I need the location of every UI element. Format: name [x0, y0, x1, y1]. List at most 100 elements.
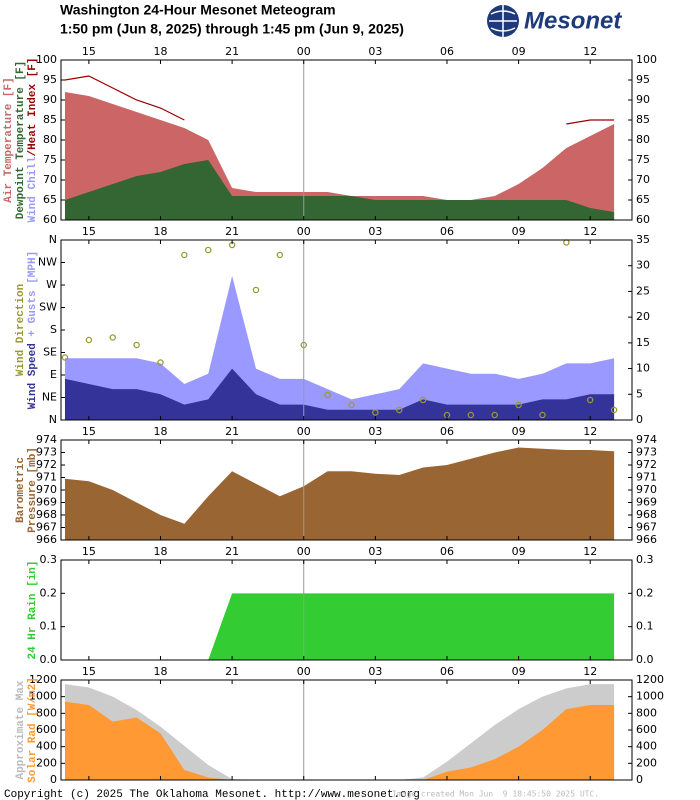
y-tick-label: 966 [36, 533, 57, 546]
y-axis-label-part: Wind Direction [15, 284, 27, 376]
y-axis-label: Wind Speed + Gusts [MPH] [27, 251, 39, 409]
direction-point [419, 396, 427, 404]
y-axis-label: Pressure [mb] [27, 447, 39, 533]
area-series [64, 276, 615, 420]
y-tick-label-right: 100 [636, 53, 657, 66]
x-tick-label: 09 [512, 665, 526, 678]
y-tick-label-right: 90 [636, 93, 650, 106]
y-tick-label: 65 [43, 193, 57, 206]
y-axis-label-part: Air Temperature [F] [3, 77, 15, 202]
x-tick-label: 00 [297, 45, 311, 58]
y-axis-label-part: Approximate Max [15, 680, 27, 779]
y-axis-label: Solar Rad [W/m2] [27, 677, 39, 783]
logo-lines [489, 5, 517, 37]
y-tick-label: NE [42, 391, 57, 404]
direction-point [157, 359, 164, 366]
y-tick-label-right: 966 [636, 533, 657, 546]
y-axis-label: 24 Hr Rain [in] [27, 560, 39, 659]
y2-tick-label: 25 [636, 284, 650, 297]
y-tick-label: 90 [43, 93, 57, 106]
y2-tick-label: 35 [636, 233, 650, 246]
area-series [64, 701, 615, 780]
x-tick-label: 12 [583, 225, 597, 238]
y-tick-label: 200 [36, 756, 57, 769]
y-tick-label: NW [38, 256, 57, 269]
direction-point [252, 286, 260, 294]
y-tick-label: 1200 [29, 673, 57, 686]
y-axis-label: Approximate Max [15, 680, 27, 779]
direction-point [610, 406, 618, 414]
y-tick-label: 70 [43, 173, 57, 186]
y-tick-label: 972 [36, 458, 57, 471]
y-tick-label: 60 [43, 213, 57, 226]
y-tick-label: N [49, 413, 57, 426]
y-tick-label-right: 967 [636, 521, 657, 534]
direction-point [372, 409, 379, 416]
direction-point [324, 391, 331, 399]
direction-point [276, 251, 284, 259]
x-tick-label: 06 [440, 225, 454, 238]
x-tick-label: 06 [440, 665, 454, 678]
x-tick-label: 06 [440, 425, 454, 438]
y-axis-label: Dewpoint Temperature [F] [15, 61, 27, 219]
x-tick-label: 03 [368, 225, 382, 238]
y-tick-label: S [50, 323, 57, 336]
y-tick-label-right: 972 [636, 458, 657, 471]
y-tick-label-right: 971 [636, 471, 657, 484]
y-axis-label-part: Wind Chill [27, 156, 39, 222]
area-series [64, 593, 615, 660]
y-tick-label: 971 [36, 471, 57, 484]
direction-point [491, 411, 498, 419]
x-tick-label: 21 [225, 665, 239, 678]
y-axis-label: Wind Chill/Heat Index [F] [27, 57, 39, 222]
logo-text: Mesonet [524, 7, 622, 34]
y-axis-label-part: Pressure [mb] [27, 447, 39, 533]
plot-border [60, 559, 633, 661]
x-tick-label: 03 [368, 45, 382, 58]
y-tick-label: 80 [43, 133, 57, 146]
x-tick-label: 18 [153, 45, 167, 58]
timestamp: Image created Mon Jun 9 18:45:50 2025 UT… [392, 790, 599, 799]
y-tick-label-right: 0.3 [636, 553, 654, 566]
y-tick-label-right: 75 [636, 153, 650, 166]
y-tick-label: 967 [36, 521, 57, 534]
x-tick-label: 15 [82, 45, 96, 58]
y-tick-label-right: 800 [636, 706, 657, 719]
x-tick-label: 15 [82, 425, 96, 438]
direction-point [85, 336, 93, 344]
y-tick-label: 400 [36, 740, 57, 753]
y-tick-label-right: 70 [636, 173, 650, 186]
y-tick-label: 974 [36, 433, 57, 446]
logo: Mesonet [487, 5, 622, 37]
y-tick-label: SE [43, 346, 57, 359]
y-axis-label-part: + Gusts [MPH] [27, 251, 39, 343]
x-tick-label: 15 [82, 665, 96, 678]
y-tick-label: E [50, 368, 57, 381]
direction-point [109, 334, 116, 341]
x-tick-label: 18 [153, 545, 167, 558]
x-tick-label: 09 [512, 545, 526, 558]
x-tick-label: 03 [368, 665, 382, 678]
y-tick-label-right: 974 [636, 433, 657, 446]
y-axis-label: Wind Direction [15, 284, 27, 376]
y-tick-label: 800 [36, 706, 57, 719]
y-axis-label-part: Wind Speed [27, 343, 39, 409]
y-axis-label-part: Dewpoint Temperature [F] [15, 61, 27, 219]
title: Washington 24-Hour Mesonet Meteogram [60, 2, 336, 18]
y-tick-label-right: 200 [636, 756, 657, 769]
direction-point [204, 246, 212, 254]
x-tick-label: 12 [583, 45, 597, 58]
x-tick-label: 03 [368, 425, 382, 438]
y-tick-label-right: 600 [636, 723, 657, 736]
y-tick-label: 95 [43, 73, 57, 86]
y2-tick-label: 15 [636, 336, 650, 349]
y-tick-label-right: 0.2 [636, 586, 654, 599]
line-series [64, 75, 615, 125]
y2-tick-label: 20 [636, 310, 650, 323]
direction-point [181, 251, 188, 259]
y-tick-label-right: 1200 [636, 673, 664, 686]
y-tick-label: 600 [36, 723, 57, 736]
y-tick-label-right: 0 [636, 773, 643, 786]
x-tick-label: 18 [153, 665, 167, 678]
